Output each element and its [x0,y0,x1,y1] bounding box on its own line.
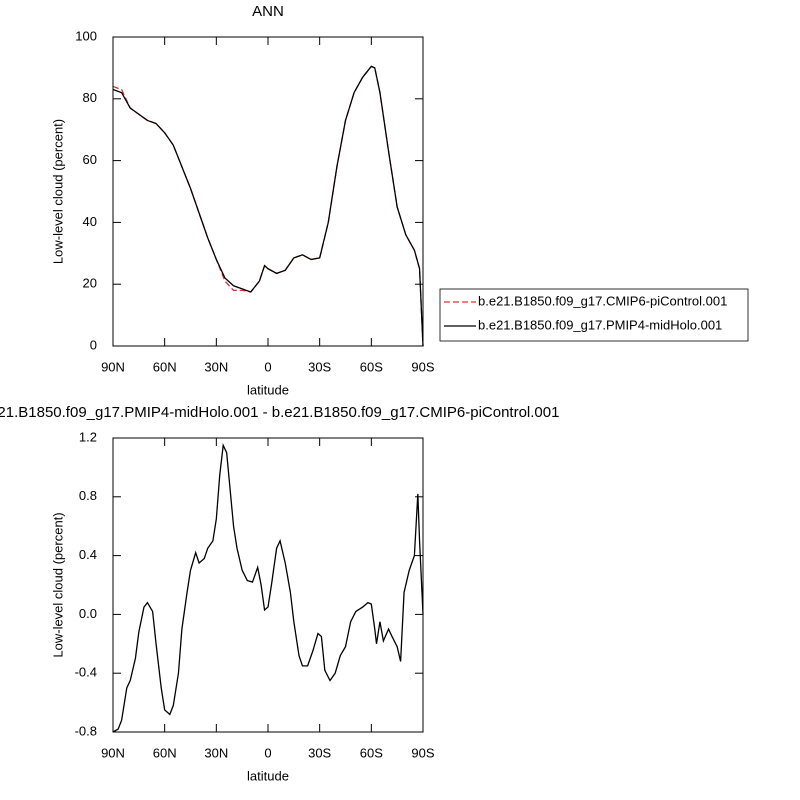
x-tick-label: 30S [308,359,331,374]
y-tick-label: 0.8 [79,488,97,503]
x-tick-label: 60N [153,745,177,760]
plot-frame [112,36,424,347]
x-tick-label: 0 [264,745,271,760]
y-tick-label: 0.0 [79,606,97,621]
y-tick-label: 100 [75,28,97,43]
x-tick-label: 90N [101,745,125,760]
y-tick-label: 80 [83,90,97,105]
y-tick-label: 0.4 [79,547,97,562]
x-axis-label: latitude [247,768,289,783]
chart-title: b.e21.B1850.f09_g17.PMIP4-midHolo.001 - … [0,404,559,421]
legend-label: b.e21.B1850.f09_g17.CMIP6-piControl.001 [478,293,727,308]
y-tick-label: 1.2 [79,429,97,444]
y-tick-label: -0.4 [75,665,97,680]
data-line [112,65,424,347]
x-tick-label: 60S [360,359,383,374]
data-line [112,443,424,733]
x-tick-label: 30N [204,745,228,760]
y-tick-label: 40 [83,214,97,229]
x-tick-label: 90S [411,745,434,760]
x-tick-label: 30S [308,745,331,760]
x-tick-label: 90N [101,359,125,374]
x-tick-label: 60N [153,359,177,374]
legend-label: b.e21.B1850.f09_g17.PMIP4-midHolo.001 [478,317,722,332]
data-line [112,65,424,347]
y-tick-label: 60 [83,152,97,167]
x-tick-label: 60S [360,745,383,760]
x-tick-label: 30N [204,359,228,374]
x-tick-label: 0 [264,359,271,374]
y-tick-label: 20 [83,276,97,291]
x-tick-label: 90S [411,359,434,374]
y-tick-label: 0 [90,337,97,352]
x-axis-label: latitude [247,382,289,397]
legend-box [439,288,749,342]
chart-title: ANN [252,3,284,20]
y-axis-label: Low-level cloud (percent) [50,512,65,657]
plot-frame [112,437,424,733]
y-axis-label: Low-level cloud (percent) [50,119,65,264]
y-tick-label: -0.8 [75,723,97,738]
